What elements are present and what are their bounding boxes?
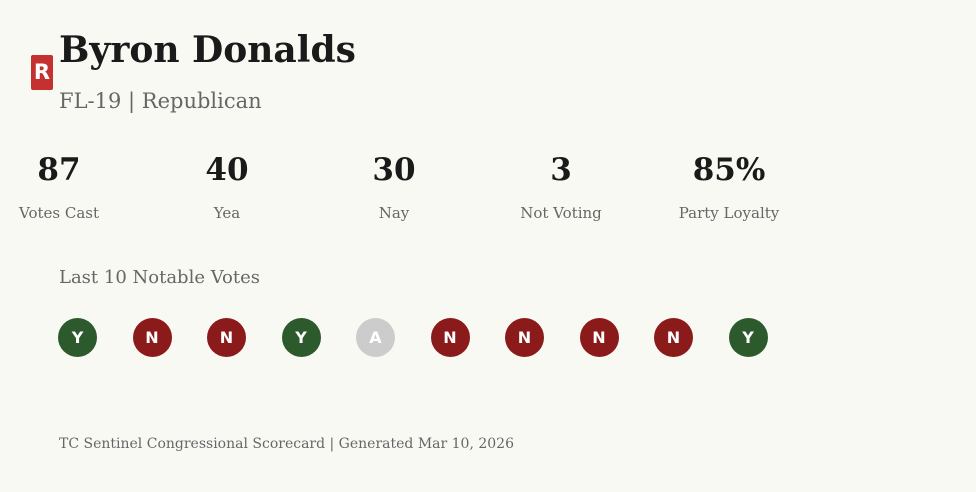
vote-dot: N bbox=[654, 318, 693, 357]
vote-dot: N bbox=[207, 318, 246, 357]
vote-dot: N bbox=[505, 318, 544, 357]
vote-dot: Y bbox=[281, 318, 321, 357]
stat-label: Votes Cast bbox=[18, 204, 99, 222]
stat-label: Yea bbox=[213, 204, 241, 222]
stat-yea: 40 Yea bbox=[142, 150, 312, 223]
stat-value: 30 bbox=[372, 152, 416, 188]
vote-dot: N bbox=[579, 318, 619, 357]
vote-dot: N bbox=[132, 318, 172, 357]
vote-dot: A bbox=[356, 318, 395, 357]
vote-dot: Y bbox=[728, 318, 768, 357]
footer-text: TC Sentinel Congressional Scorecard | Ge… bbox=[59, 436, 514, 452]
stat-nay: 30 Nay bbox=[309, 150, 479, 223]
stat-value: 85% bbox=[692, 152, 766, 188]
stat-value: 40 bbox=[205, 152, 249, 188]
stat-label: Nay bbox=[378, 204, 410, 222]
stat-value: 3 bbox=[550, 152, 572, 188]
stat-value: 87 bbox=[37, 152, 81, 188]
stat-not-voting: 3 Not Voting bbox=[476, 150, 646, 223]
stat-party-loyalty: 85% Party Loyalty bbox=[644, 150, 814, 223]
vote-dot: N bbox=[430, 318, 470, 357]
stat-label: Not Voting bbox=[520, 204, 602, 222]
vote-dot: Y bbox=[58, 318, 97, 357]
notable-votes-title: Last 10 Notable Votes bbox=[59, 267, 261, 288]
member-subtitle: FL-19 | Republican bbox=[59, 89, 262, 113]
stat-votes-cast: 87 Votes Cast bbox=[0, 150, 144, 223]
party-badge: R bbox=[31, 55, 53, 90]
stat-label: Party Loyalty bbox=[678, 204, 780, 222]
member-name: Byron Donalds bbox=[59, 29, 356, 71]
